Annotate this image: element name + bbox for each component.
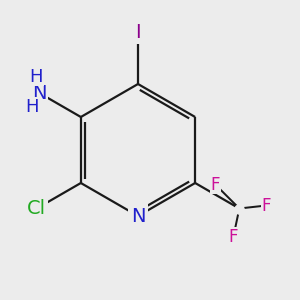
Text: Cl: Cl <box>27 199 46 218</box>
Text: N: N <box>131 206 145 226</box>
Text: N: N <box>32 83 46 103</box>
Text: F: F <box>229 228 238 246</box>
Text: F: F <box>211 176 220 194</box>
Text: H: H <box>25 98 38 116</box>
Text: H: H <box>29 68 43 85</box>
Text: I: I <box>135 23 141 43</box>
Text: F: F <box>262 196 271 214</box>
